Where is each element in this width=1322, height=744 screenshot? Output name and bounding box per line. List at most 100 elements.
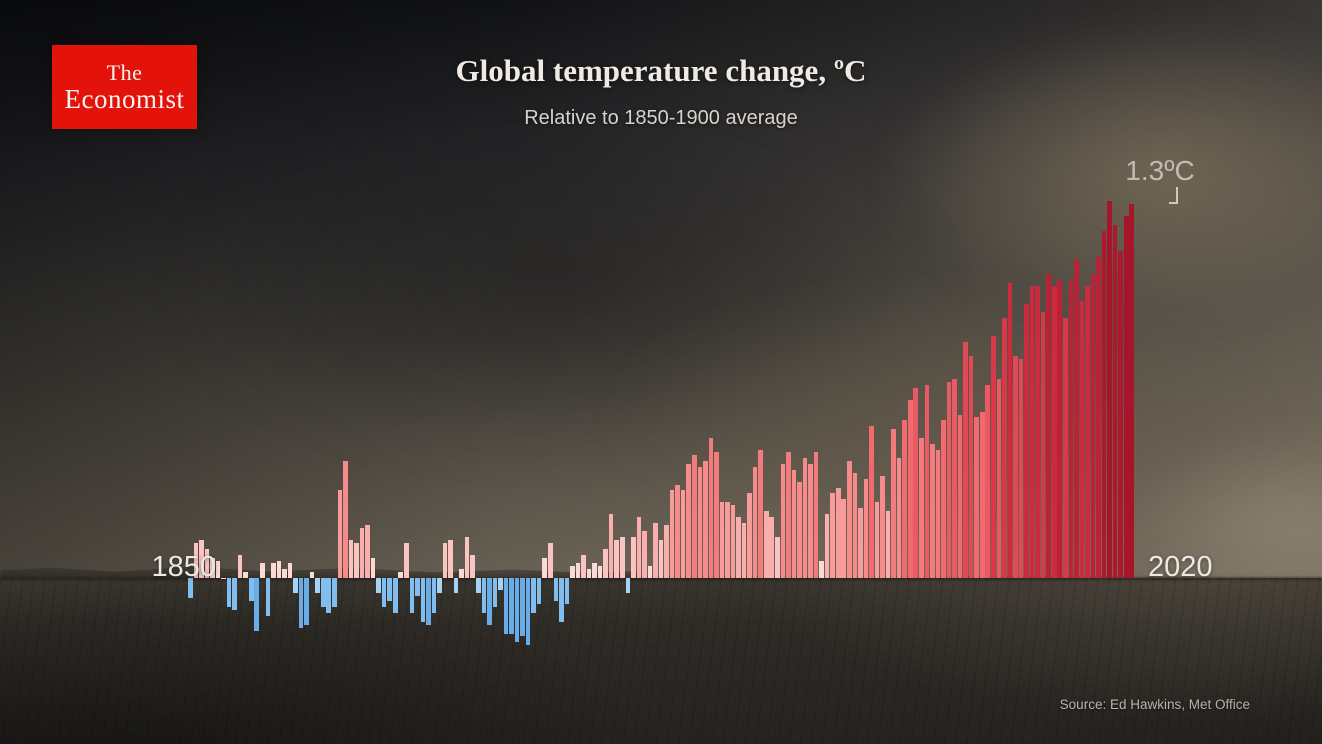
temp-bar-1901: [470, 554, 476, 578]
temp-bar-1907: [503, 578, 509, 634]
temp-bar-1855: [215, 560, 221, 578]
temp-bar-1974: [874, 502, 880, 578]
temp-bar-1962: [808, 464, 813, 578]
temp-bar-1862: [254, 578, 260, 631]
temp-bar-1863: [259, 563, 265, 578]
temp-bar-1912: [531, 578, 536, 613]
temp-bar-1969: [847, 461, 852, 578]
temp-bar-1910: [520, 578, 525, 637]
logo-line-2: Economist: [64, 83, 185, 114]
horizon-line: [0, 577, 1322, 580]
temp-bar-1998: [1007, 283, 1013, 578]
temp-bar-1893: [426, 578, 431, 625]
temp-bar-1914: [542, 557, 548, 578]
temp-bar-1939: [680, 490, 686, 578]
temp-bar-1856: [221, 578, 226, 579]
temp-bar-2014: [1096, 256, 1101, 578]
temp-bar-1902: [475, 578, 481, 593]
temp-bar-1866: [276, 560, 282, 578]
temp-bar-1999: [1013, 356, 1018, 578]
temp-bar-1874: [320, 578, 326, 608]
temp-bar-1870: [298, 578, 304, 628]
temp-bar-1966: [830, 493, 835, 578]
temp-bar-1913: [536, 578, 542, 605]
temp-bar-1984: [930, 443, 935, 578]
temp-bar-1958: [786, 452, 791, 578]
temp-bar-1936: [664, 525, 669, 578]
temp-bar-1892: [420, 578, 426, 622]
temp-bar-1968: [841, 499, 847, 578]
temp-bar-1883: [370, 557, 376, 578]
temp-bar-1982: [919, 437, 924, 578]
temp-bar-1860: [243, 572, 248, 578]
temp-bar-1919: [570, 566, 575, 578]
temp-bar-1943: [703, 461, 708, 578]
temp-bar-1979: [902, 420, 907, 578]
temp-bar-1904: [487, 578, 492, 625]
temp-bar-1928: [619, 537, 625, 578]
temp-bar-1976: [885, 510, 891, 578]
temp-bar-1964: [819, 560, 824, 578]
temp-bar-2009: [1068, 280, 1074, 578]
temp-bar-1926: [608, 513, 614, 578]
temp-bar-1946: [719, 502, 725, 578]
temp-bar-1947: [725, 502, 730, 578]
temp-bar-1993: [979, 411, 985, 578]
temp-bar-1991: [968, 356, 974, 578]
temp-bar-1992: [974, 417, 979, 578]
temp-bar-2015: [1101, 230, 1107, 578]
temp-bar-2002: [1029, 286, 1035, 578]
temp-bar-1875: [326, 578, 332, 613]
temp-bar-1858: [232, 578, 237, 611]
temp-bar-1994: [985, 385, 991, 578]
temp-bar-1877: [337, 490, 343, 578]
temp-bar-2003: [1035, 286, 1040, 578]
chart-title: Global temperature change, ºC: [455, 53, 867, 88]
temp-bar-1923: [592, 563, 597, 578]
temp-bar-1915: [547, 543, 553, 578]
temp-bar-1987: [946, 382, 952, 578]
temp-bar-1890: [409, 578, 415, 613]
temp-bar-2012: [1085, 286, 1090, 578]
temp-bar-2011: [1079, 300, 1085, 578]
temp-bar-1859: [237, 554, 243, 578]
temp-bar-1921: [581, 554, 586, 578]
temp-bar-1985: [935, 449, 941, 578]
temp-bar-1942: [697, 467, 703, 578]
temp-bar-1897: [448, 540, 453, 578]
x-tick-2020: 2020: [1148, 551, 1213, 583]
temp-bar-1895: [437, 578, 442, 593]
temp-bar-2019: [1123, 215, 1129, 578]
temp-bar-1896: [442, 543, 448, 578]
peak-annotation-tick: [1169, 187, 1178, 204]
temp-bar-2006: [1051, 286, 1057, 578]
temp-bar-1868: [287, 563, 293, 578]
temp-bar-1857: [226, 578, 232, 608]
temp-bar-1881: [359, 528, 365, 578]
temp-bar-1927: [614, 540, 620, 578]
temp-bar-2010: [1074, 259, 1079, 578]
temp-bar-1956: [775, 537, 780, 578]
temp-bar-1973: [869, 426, 874, 578]
temp-bar-1989: [957, 414, 963, 578]
temp-bar-1981: [913, 388, 919, 578]
temp-bar-2018: [1118, 251, 1123, 578]
temp-bar-1900: [464, 537, 470, 578]
temp-bar-1920: [575, 563, 581, 578]
temp-bar-1871: [304, 578, 309, 625]
temp-bar-1873: [315, 578, 320, 593]
temp-bar-1888: [398, 572, 404, 578]
temp-bar-1899: [459, 569, 464, 578]
temp-bar-1879: [348, 540, 354, 578]
logo-line-1: The: [106, 59, 143, 85]
temp-bar-1950: [741, 522, 747, 578]
temp-bar-1972: [863, 478, 869, 578]
cracked-earth-texture: [0, 578, 1322, 744]
temp-bar-1869: [293, 578, 298, 593]
temp-bar-1905: [492, 578, 498, 608]
temp-bar-1971: [858, 507, 863, 578]
temp-bar-1986: [941, 420, 946, 578]
temp-bar-1930: [631, 537, 636, 578]
temp-bar-1938: [675, 484, 680, 578]
economist-logo: The Economist: [52, 45, 197, 129]
